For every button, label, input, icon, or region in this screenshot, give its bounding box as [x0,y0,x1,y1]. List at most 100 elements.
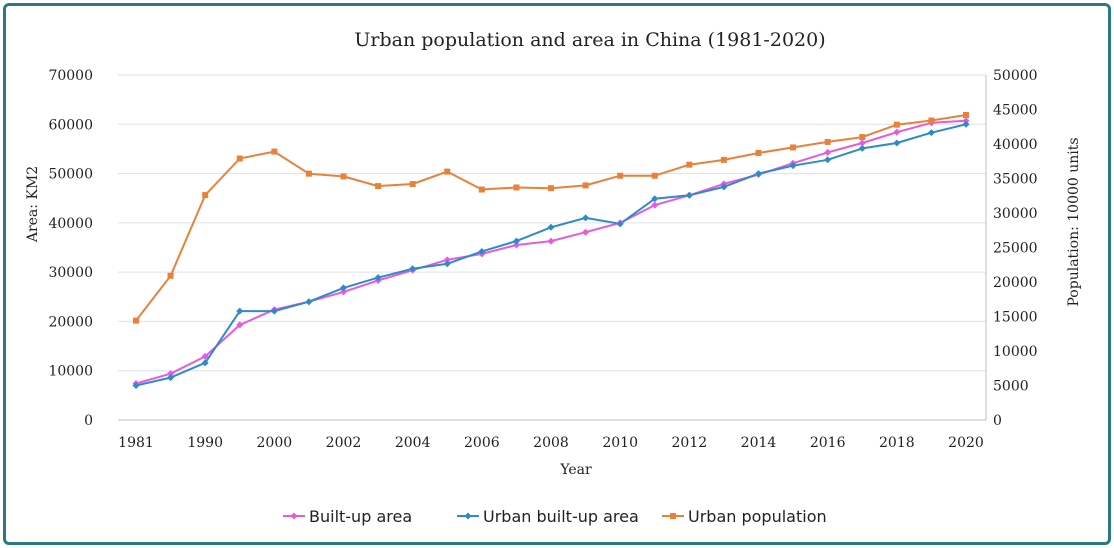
series-line-2 [135,114,967,322]
chart-title: Urban population and area in China (1981… [354,29,825,51]
axes [118,75,987,421]
y-tick-right: 25000 [993,241,1038,257]
series-line-1 [135,123,967,387]
y-tick-right: 30000 [993,206,1038,222]
y-tick-right: 40000 [993,137,1038,153]
data-point [824,156,832,164]
legend: Built-up area Urban built-up area Urban po… [283,507,827,526]
data-point [790,144,797,151]
y-tick-left: 50000 [48,167,93,183]
x-tick: 2012 [672,435,708,451]
x-tick: 2000 [257,435,293,451]
data-point [651,201,659,209]
y-tick-right: 35000 [993,172,1038,188]
legend-label: Urban population [688,507,827,526]
data-point [340,173,347,180]
data-point [271,148,278,155]
data-point [547,237,555,245]
y-tick-left: 0 [84,413,93,429]
data-point [132,382,140,389]
data-point [686,161,693,168]
y-tick-left: 70000 [48,68,93,84]
legend-label: Urban built-up area [483,507,639,526]
data-point [270,307,278,315]
data-point [409,181,416,188]
data-point [789,162,797,170]
legend-marker [464,512,472,520]
x-tick: 2018 [879,435,915,451]
data-point [720,183,728,191]
data-point [340,284,347,292]
y-tick-left: 10000 [48,364,93,380]
data-point [582,182,589,189]
data-point [202,192,209,199]
x-tick: 2020 [948,435,984,451]
right-y-ticks: 0 5000 10000 15000 20000 25000 30000 35000 40000… [993,68,1038,429]
data-point [167,374,175,382]
data-point [893,139,901,147]
y-tick-left: 20000 [48,314,93,330]
legend-label: Built-up area [309,507,412,526]
x-tick: 2006 [464,435,500,451]
data-point [512,237,520,245]
data-point [547,223,555,231]
data-point [478,247,486,255]
data-point [133,317,139,324]
y-tick-left: 60000 [48,117,93,133]
legend-marker [290,512,298,520]
data-point [374,274,382,282]
x-tick: 2010 [602,435,638,451]
legend-marker [670,513,676,519]
x-tick: 1990 [187,435,223,451]
y-tick-right: 20000 [993,275,1038,291]
x-tick: 2008 [533,435,569,451]
y-axis-left-label: Area: KM2 [25,166,41,243]
data-point [651,172,658,179]
series-lines [135,114,967,387]
data-point [548,185,554,192]
x-tick: 2014 [741,435,777,451]
data-point [720,156,727,163]
y-tick-left: 30000 [48,265,93,281]
data-point [443,260,451,268]
y-tick-right: 45000 [993,103,1038,119]
gridlines [118,74,986,421]
data-point [927,129,935,137]
data-point [582,228,590,236]
data-point [340,288,347,296]
series-markers [132,112,970,389]
x-tick: 1981 [118,435,154,451]
left-y-ticks: 0 10000 20000 30000 40000 50000 60000 70000 [48,68,93,429]
y-axis-right-label: Population: 10000 units [1066,137,1082,306]
y-tick-left: 40000 [48,216,93,232]
series-line-0 [135,119,967,385]
data-point [962,120,970,128]
data-point [755,149,762,156]
data-point [893,121,900,128]
y-tick-right: 50000 [993,68,1038,84]
data-point [375,183,382,190]
x-tick: 2004 [395,435,431,451]
data-point [443,256,451,264]
data-point [617,172,624,179]
data-point [582,214,590,222]
data-point [236,155,243,162]
data-point [963,112,969,119]
data-point [478,186,485,193]
x-tick: 2002 [326,435,362,451]
data-point [616,220,624,228]
data-point [201,352,209,360]
y-tick-right: 5000 [993,379,1029,395]
data-point [824,148,832,156]
data-point [444,168,451,175]
data-point [236,321,244,329]
data-point [167,370,175,378]
data-point [167,272,174,279]
data-point [305,170,312,177]
data-point [305,298,313,306]
y-tick-right: 15000 [993,310,1038,326]
x-ticks: 1981 1990 2000 2002 2004 2006 2008 2010 2012 2014… [118,435,984,451]
data-point [513,184,520,191]
data-point [236,307,244,315]
